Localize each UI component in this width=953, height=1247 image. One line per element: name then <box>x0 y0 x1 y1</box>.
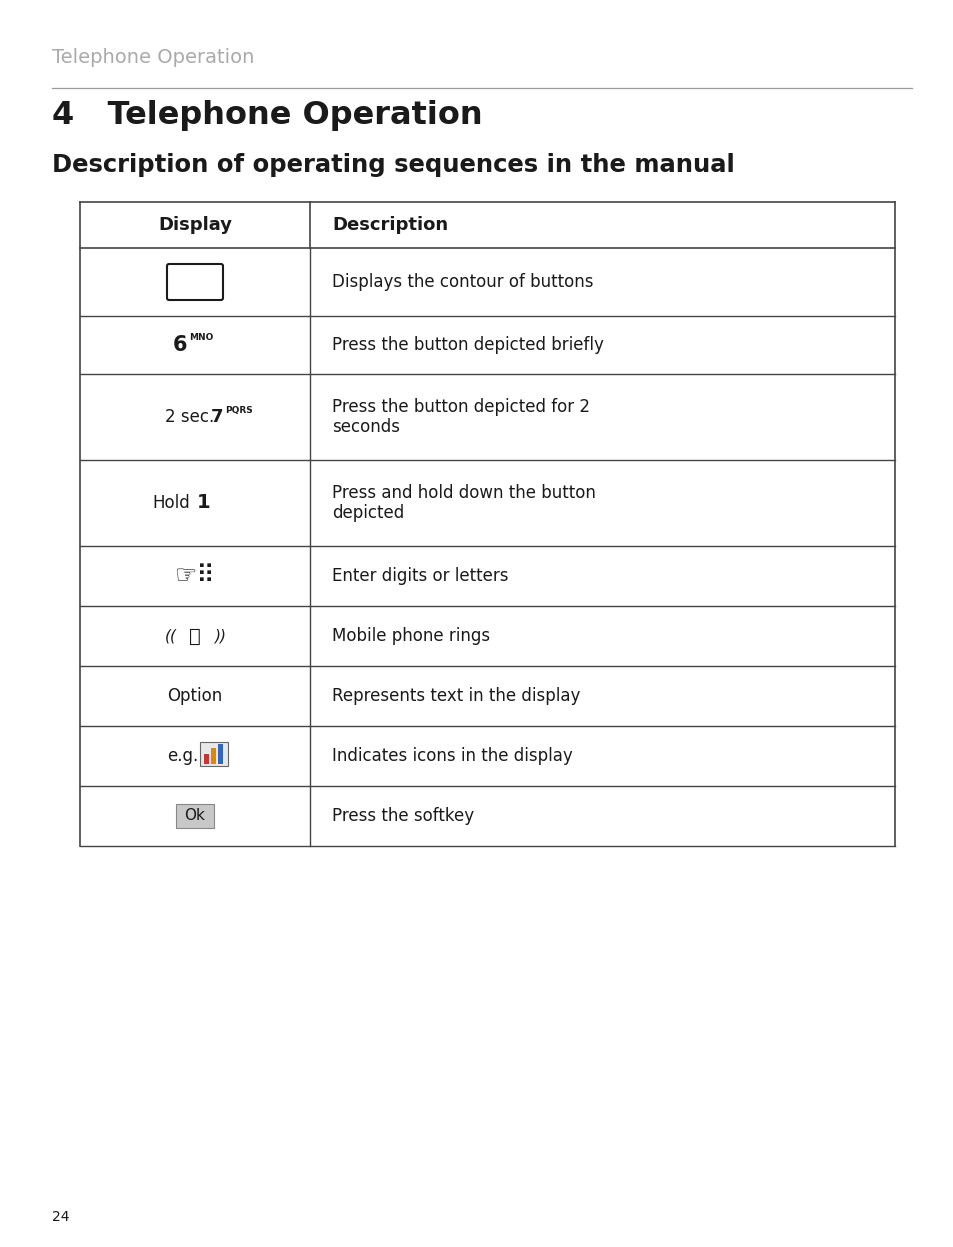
Bar <box>175 804 213 828</box>
Text: 📞: 📞 <box>189 626 201 646</box>
Text: 1: 1 <box>196 494 211 513</box>
Text: Description: Description <box>332 216 448 234</box>
Text: Telephone Operation: Telephone Operation <box>52 47 254 67</box>
Text: Represents text in the display: Represents text in the display <box>332 687 579 705</box>
Text: 24: 24 <box>52 1210 70 1225</box>
Text: Display: Display <box>158 216 232 234</box>
Text: Ok: Ok <box>184 808 205 823</box>
Text: depicted: depicted <box>332 504 404 522</box>
Text: Option: Option <box>167 687 222 705</box>
Bar <box>218 744 223 764</box>
Text: Hold: Hold <box>152 494 190 513</box>
Text: Displays the contour of buttons: Displays the contour of buttons <box>332 273 593 291</box>
Text: ((: (( <box>165 628 177 643</box>
Text: Indicates icons in the display: Indicates icons in the display <box>332 747 572 764</box>
Bar <box>200 742 228 766</box>
Text: )): )) <box>214 628 227 643</box>
Text: Press the softkey: Press the softkey <box>332 807 474 826</box>
Text: Press the button depicted for 2: Press the button depicted for 2 <box>332 398 589 416</box>
Text: Enter digits or letters: Enter digits or letters <box>332 567 508 585</box>
Text: 7: 7 <box>211 408 223 426</box>
Text: MNO: MNO <box>189 333 213 343</box>
Text: ☞⠿: ☞⠿ <box>174 564 215 589</box>
Text: 4   Telephone Operation: 4 Telephone Operation <box>52 100 482 131</box>
FancyBboxPatch shape <box>167 264 223 301</box>
Text: e.g.: e.g. <box>167 747 198 764</box>
Text: Mobile phone rings: Mobile phone rings <box>332 627 490 645</box>
Text: PQRS: PQRS <box>225 405 253 414</box>
Text: Description of operating sequences in the manual: Description of operating sequences in th… <box>52 153 734 177</box>
Text: seconds: seconds <box>332 418 399 436</box>
Text: 6: 6 <box>172 335 187 355</box>
Text: Press and hold down the button: Press and hold down the button <box>332 484 596 503</box>
Bar <box>211 748 215 764</box>
Bar <box>204 754 209 764</box>
Text: 2 sec.: 2 sec. <box>165 408 214 426</box>
Text: Press the button depicted briefly: Press the button depicted briefly <box>332 335 603 354</box>
